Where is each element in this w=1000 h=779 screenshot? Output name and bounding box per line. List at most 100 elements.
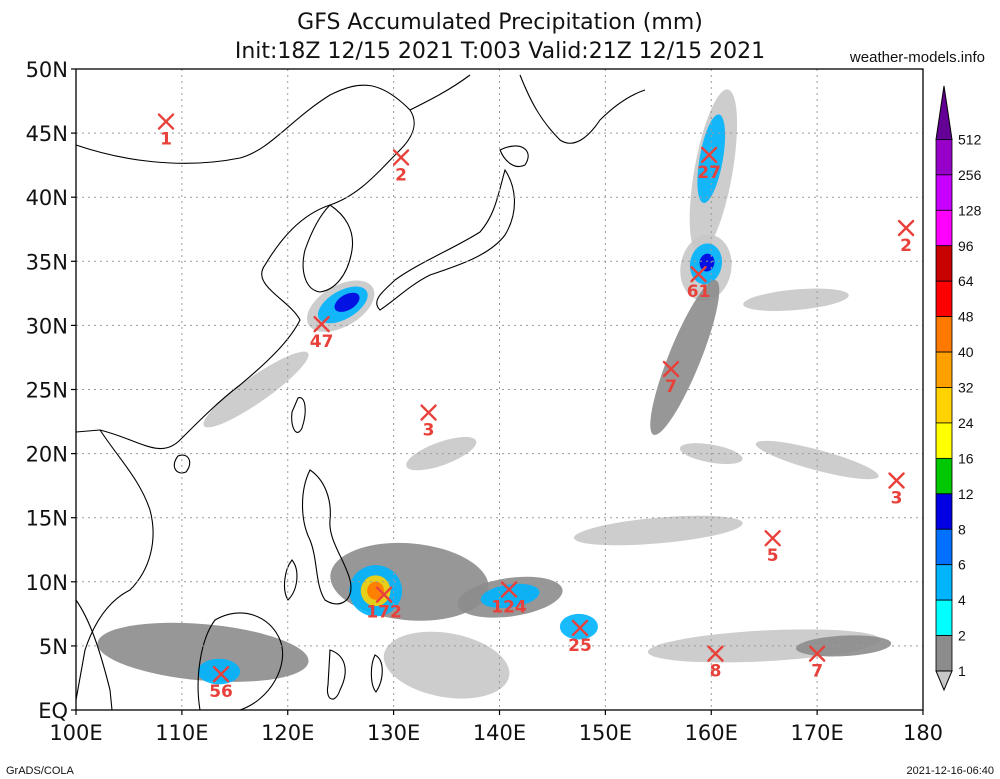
- marker-value: 56: [209, 682, 233, 702]
- latitude-axis: 50N 45N 40N 35N 30N 25N 20N 15N 10N 5N EQ: [26, 58, 76, 723]
- site-credit: weather-models.info: [849, 49, 985, 66]
- colorbar-swatch: [935, 209, 953, 247]
- cross-icon: [690, 265, 707, 283]
- marker-value: 3: [891, 489, 903, 509]
- precip-marker: 2: [392, 149, 410, 185]
- lat-label: EQ: [38, 699, 68, 723]
- colorbar-label: 64: [958, 273, 974, 289]
- marker-value: 2: [395, 165, 407, 185]
- lat-label: 40N: [26, 186, 68, 210]
- colorbar-swatch: [935, 174, 953, 211]
- precip-marker: 124: [491, 581, 527, 617]
- cross-icon: [571, 619, 589, 637]
- colorbar-label: 6: [958, 557, 966, 573]
- marker-value: 3: [423, 421, 435, 441]
- cross-icon: [313, 315, 330, 333]
- map-subtitle: Init:18Z 12/15 2021 T:003 Valid:21Z 12/1…: [235, 39, 765, 64]
- precip-area-7: [699, 253, 715, 272]
- precip-marker: 172: [366, 586, 402, 623]
- marker-value: 1: [160, 130, 172, 150]
- precip-marker: 5: [764, 530, 781, 566]
- lat-label: 20N: [26, 443, 68, 467]
- colorbar-label: 512: [958, 131, 982, 147]
- cross-icon: [392, 149, 410, 166]
- cross-icon: [420, 404, 437, 421]
- longitude-axis: 100E 110E 120E 130E 140E 150E 160E 170E 180: [49, 710, 943, 745]
- precip-marker: 8: [707, 645, 724, 682]
- graticule: [76, 69, 923, 710]
- lon-label: 160E: [685, 721, 738, 745]
- cross-icon: [707, 645, 724, 662]
- marker-value: 8: [710, 662, 722, 682]
- precip-area-8: [650, 279, 720, 435]
- precip-marker: 3: [888, 472, 905, 509]
- lat-label: 45N: [26, 122, 68, 146]
- footer-timestamp: 2021-12-16-06:40: [907, 765, 994, 777]
- colorbar-label: 16: [958, 450, 974, 466]
- lon-label: 130E: [367, 721, 420, 745]
- precip-marker: 47: [310, 315, 333, 352]
- cross-icon: [764, 530, 781, 547]
- colorbar-label: 24: [958, 415, 974, 431]
- marker-value: 7: [811, 662, 823, 682]
- cross-icon: [808, 645, 826, 662]
- marker-value: 172: [366, 603, 402, 623]
- colorbar-label: 96: [958, 238, 974, 254]
- colorbar-swatch: [935, 528, 953, 566]
- colorbar-label: 12: [958, 486, 974, 502]
- precip-marker: 25: [568, 619, 592, 656]
- colorbar-label: 128: [958, 202, 982, 218]
- cross-icon: [157, 113, 175, 130]
- cross-icon: [662, 360, 680, 378]
- colorbar-label: 40: [958, 344, 974, 360]
- precip-area-4: [697, 114, 726, 203]
- lat-label: 30N: [26, 314, 68, 338]
- precip-area-20: [383, 631, 510, 699]
- precip-marker: 7: [662, 360, 680, 397]
- colorbar-swatch: [935, 493, 953, 530]
- cross-icon: [212, 665, 230, 683]
- marker-value: 5: [767, 546, 779, 566]
- lon-label: 110E: [155, 721, 208, 745]
- lon-label: 170E: [790, 721, 843, 745]
- colorbar-swatch: [935, 351, 953, 388]
- marker-value: 7: [665, 377, 677, 397]
- colorbar-top-arrow: [935, 85, 953, 140]
- colorbar-label: 1: [958, 663, 966, 679]
- marker-value: 61: [687, 282, 711, 302]
- cross-icon: [500, 581, 518, 598]
- cross-icon: [375, 586, 393, 603]
- colorbar-swatch: [935, 280, 953, 318]
- colorbar-label: 256: [958, 167, 982, 183]
- lon-label: 120E: [261, 721, 314, 745]
- colorbar-label: 4: [958, 592, 966, 608]
- lon-label: 150E: [579, 721, 632, 745]
- colorbar-swatch: [935, 139, 953, 176]
- marker-value: 2: [900, 236, 912, 256]
- colorbar-swatch: [935, 422, 953, 459]
- precip-marker: 7: [808, 645, 826, 682]
- lon-label: 100E: [49, 721, 102, 745]
- precip-area-22: [743, 288, 849, 311]
- cross-icon: [897, 219, 915, 237]
- marker-value: 27: [697, 163, 721, 183]
- marker-value: 124: [491, 597, 527, 617]
- colorbar-swatch: [935, 564, 953, 601]
- precip-marker: 56: [209, 665, 233, 702]
- precip-marker: 3: [420, 404, 437, 441]
- colorbar-swatch: [935, 245, 953, 282]
- lat-label: 10N: [26, 571, 68, 595]
- colorbar-swatch: [935, 635, 953, 672]
- footer-credit: GrADS/COLA: [6, 765, 75, 777]
- precip-marker: 27: [697, 146, 721, 183]
- coastlines: [75, 74, 646, 711]
- lat-label: 50N: [26, 58, 68, 82]
- colorbar-label: 2: [958, 628, 966, 644]
- colorbar-swatch: [935, 457, 953, 495]
- lat-label: 35N: [26, 250, 68, 274]
- lat-label: 15N: [26, 507, 68, 531]
- colorbar-label: 8: [958, 521, 966, 537]
- precip-area-14: [480, 583, 540, 609]
- precip-area-2: [334, 292, 360, 312]
